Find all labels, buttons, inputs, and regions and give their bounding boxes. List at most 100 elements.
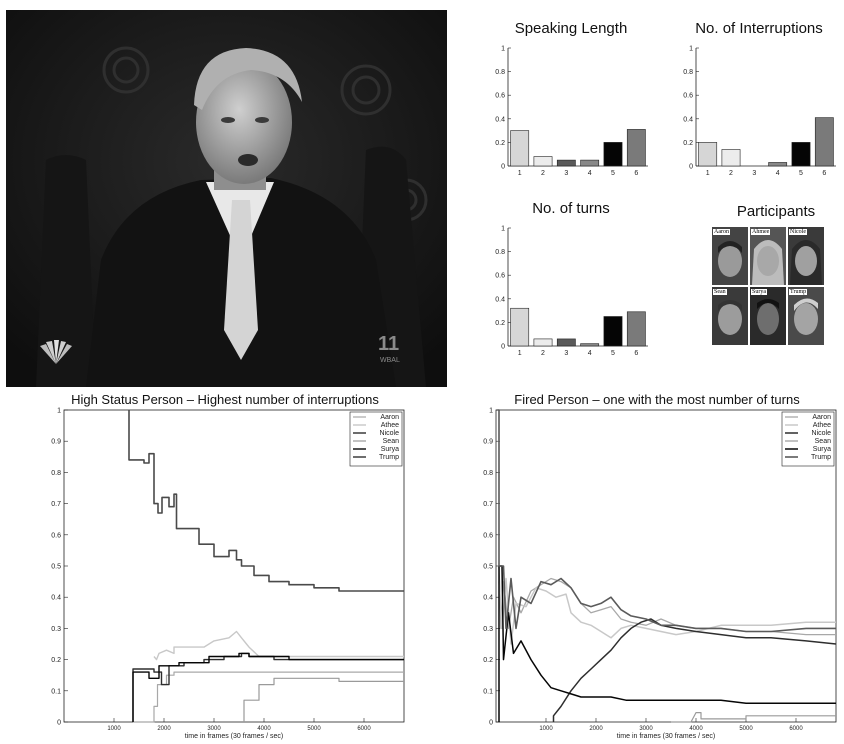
legend-label: Surya	[813, 446, 831, 453]
legend-label: Trump	[811, 454, 831, 461]
x-tick-label: 2	[729, 170, 733, 177]
x-tick-label: 5000	[739, 726, 753, 732]
y-tick-label: 0.2	[495, 140, 505, 147]
bar-2	[721, 149, 741, 167]
y-tick-label: 0.2	[683, 140, 693, 147]
y-tick-label: 0.7	[51, 501, 61, 508]
y-tick-label: 0.4	[495, 296, 505, 303]
bar-chart-svg: 0 0.2 0.4 0.6 0.8 1 1 2 3 4 5 6	[495, 226, 648, 357]
y-tick-label: 0.8	[51, 470, 61, 477]
x-tick-label: 5000	[307, 726, 321, 732]
plot-frame	[495, 409, 837, 723]
y-tick-label: 0.8	[683, 69, 693, 76]
x-tick-label: 6000	[357, 726, 371, 732]
y-tick-label: 0	[501, 344, 505, 351]
x-tick-label: 3	[564, 350, 568, 357]
channel-logo-text: WBAL	[380, 357, 400, 364]
series-line-athee	[498, 577, 836, 645]
chart-title: No. of Interruptions	[695, 20, 823, 37]
series-line-sean	[671, 712, 836, 723]
y-tick-label: 1	[689, 46, 693, 53]
bar-4	[768, 162, 788, 167]
video-frame: 11 WBAL	[6, 10, 447, 387]
x-tick-label: 1	[706, 170, 710, 177]
x-tick-label: 2	[541, 170, 545, 177]
series-line-trump	[497, 409, 836, 633]
legend-label: Surya	[381, 446, 399, 453]
x-tick-label: 4000	[257, 726, 271, 732]
hair	[194, 48, 302, 110]
bar-4	[580, 159, 600, 167]
participant-photo-nicole: Nicole	[788, 227, 824, 285]
x-tick-label: 2000	[157, 726, 171, 732]
line-chart-high-status: High Status Person – Highest number of i…	[38, 390, 412, 744]
bar-1	[698, 142, 718, 167]
y-tick-label: 0.1	[51, 688, 61, 695]
y-tick-label: 1	[501, 226, 505, 233]
y-tick-label: 0.6	[51, 532, 61, 539]
y-tick-label: 0.9	[483, 439, 493, 446]
bar-chart-speaking-length: Speaking Length 0 0.2 0.4 0.6 0.8 1 1 2 3 4 5 6	[486, 20, 656, 180]
x-tick-label: 4	[776, 170, 780, 177]
x-tick-label: 4	[588, 350, 592, 357]
participant-label: Surya	[751, 289, 767, 295]
y-tick-label: 0.8	[495, 249, 505, 256]
participant-photo-aaron: Aaron	[712, 227, 748, 285]
y-tick-label: 1	[57, 408, 61, 415]
y-tick-label: 0.1	[483, 688, 493, 695]
y-tick-label: 0	[489, 720, 493, 727]
x-tick-label: 3	[564, 170, 568, 177]
y-tick-label: 0.6	[495, 93, 505, 100]
x-tick-label: 3	[752, 170, 756, 177]
x-tick-label: 5	[611, 170, 615, 177]
x-tick-label: 6000	[789, 726, 803, 732]
legend-label: Trump	[379, 454, 399, 461]
x-tick-label: 3000	[639, 726, 653, 732]
x-tick-label: 5	[799, 170, 803, 177]
x-tick-label: 1000	[107, 726, 121, 732]
participant-photo-surya: Surya	[750, 287, 786, 345]
series-line-athee	[153, 630, 404, 661]
x-tick-label: 2	[541, 350, 545, 357]
face	[196, 60, 292, 184]
bar-6	[626, 311, 646, 347]
bar-2	[533, 338, 553, 347]
participant-label: Nicole	[789, 229, 807, 235]
x-tick-label: 6	[634, 350, 638, 357]
legend-label: Sean	[815, 438, 831, 445]
bar-3	[556, 159, 576, 167]
tie	[224, 200, 258, 360]
y-tick-label: 0	[57, 720, 61, 727]
bar-2	[533, 156, 553, 167]
y-tick-label: 0.4	[683, 116, 693, 123]
y-tick-label: 1	[501, 46, 505, 53]
bar-6	[814, 117, 834, 167]
x-tick-label: 1	[518, 170, 522, 177]
bar-6	[626, 129, 646, 167]
y-tick-label: 0	[689, 164, 693, 171]
y-tick-label: 0.9	[51, 439, 61, 446]
bar-chart-svg: 0 0.2 0.4 0.6 0.8 1 1 2 3 4 5 6	[495, 46, 648, 177]
bar-4	[580, 343, 600, 347]
participant-label: Trump	[789, 289, 808, 295]
y-tick-label: 0.8	[495, 69, 505, 76]
y-tick-label: 0.4	[483, 595, 493, 602]
y-tick-label: 0.8	[483, 470, 493, 477]
participants-panel: Participants Aaron Ahmee Nicole Sean Sur…	[708, 203, 844, 345]
series-line-surya	[498, 565, 836, 722]
nbc-peacock-logo	[40, 340, 72, 364]
bar-chart-svg: 0 0.2 0.4 0.6 0.8 1 1 2 3 4 5 6	[683, 46, 836, 177]
participants-title: Participants	[736, 203, 816, 220]
x-tick-label: 1	[518, 350, 522, 357]
x-tick-label: 6	[822, 170, 826, 177]
chart-title: Speaking Length	[514, 20, 628, 37]
series-line-trump	[128, 410, 404, 592]
participant-label: Aaron	[713, 229, 730, 235]
y-tick-label: 0.7	[483, 501, 493, 508]
bar-5	[603, 142, 623, 167]
chart-title: High Status Person – Highest number of i…	[71, 392, 379, 407]
bar-5	[791, 142, 811, 167]
chart-title: Fired Person – one with the most number …	[514, 392, 800, 407]
participant-photo-ahmee: Ahmee	[750, 227, 786, 285]
x-tick-label: 6	[634, 170, 638, 177]
